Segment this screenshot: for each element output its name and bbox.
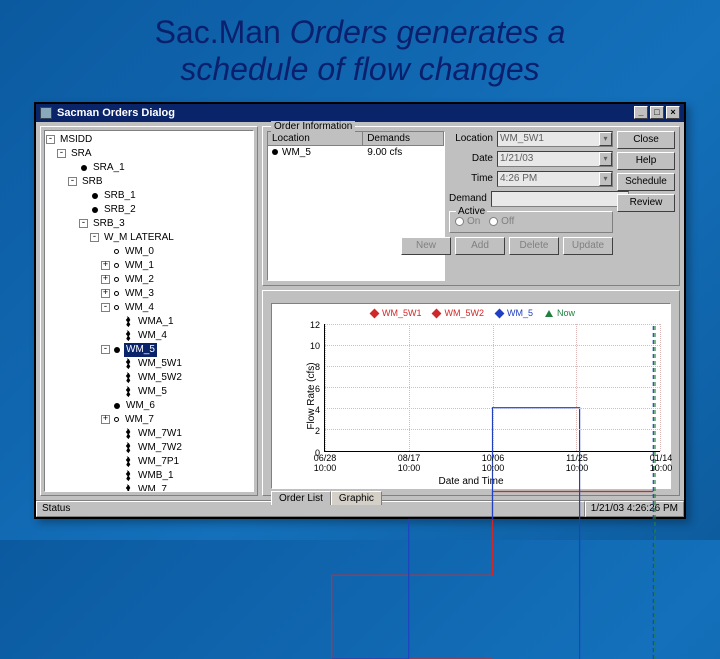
order-info-label: Order Information (271, 121, 355, 132)
expand-toggle[interactable]: - (101, 303, 110, 312)
turnout-icon (124, 316, 133, 327)
order-form: Location WM_5W1▾ Date 1/21/03▾ Time 4:26… (449, 131, 613, 281)
location-tree[interactable]: -MSIDD-SRASRA_1-SRBSRB_1SRB_2-SRB_3-W_M … (44, 130, 254, 492)
add-button[interactable]: Add (455, 237, 505, 255)
turnout-icon (124, 428, 133, 439)
turnout-icon (124, 470, 133, 481)
date-select[interactable]: 1/21/03▾ (497, 151, 613, 167)
flow-chart: WM_5W1WM_5W2WM_5Now Flow Rate (cfs) Date… (271, 303, 671, 489)
tree-node[interactable]: SRA (69, 147, 94, 161)
turnout-icon (124, 358, 133, 369)
radio-on[interactable]: On (455, 216, 480, 227)
node-dot-icon (81, 165, 87, 171)
expand-toggle[interactable]: - (68, 177, 77, 186)
node-dot-icon (114, 249, 119, 254)
turnout-icon (124, 484, 133, 492)
expand-toggle[interactable]: - (101, 345, 110, 354)
row-dot-icon (272, 149, 278, 155)
node-dot-icon (114, 417, 119, 422)
new-button[interactable]: New (401, 237, 451, 255)
expand-toggle[interactable]: - (90, 233, 99, 242)
tree-node[interactable]: SRB_2 (102, 203, 138, 217)
chart-legend: WM_5W1WM_5W2WM_5Now (272, 308, 670, 318)
delete-button[interactable]: Delete (509, 237, 559, 255)
active-group: Active On Off (449, 211, 613, 233)
turnout-icon (124, 442, 133, 453)
tree-node[interactable]: SRB_3 (91, 217, 127, 231)
window-title: Sacman Orders Dialog (57, 107, 175, 119)
tree-node[interactable]: WMB_1 (136, 469, 176, 483)
titlebar[interactable]: Sacman Orders Dialog _ □ × (36, 104, 684, 122)
app-window: Sacman Orders Dialog _ □ × -MSIDD-SRASRA… (34, 102, 686, 519)
tree-node[interactable]: WM_6 (124, 399, 157, 413)
expand-toggle[interactable]: - (79, 219, 88, 228)
col-demands[interactable]: Demands (363, 132, 444, 145)
slide-title: Sac.Man Orders generates a schedule of f… (0, 0, 720, 98)
minimize-button[interactable]: _ (634, 106, 648, 119)
review-button[interactable]: Review (617, 194, 675, 212)
turnout-icon (124, 386, 133, 397)
plot-area (324, 324, 660, 452)
order-list[interactable]: Location Demands WM_5 9.00 cfs (267, 131, 445, 281)
tree-node[interactable]: SRB (80, 175, 105, 189)
node-dot-icon (114, 291, 119, 296)
location-select[interactable]: WM_5W1▾ (497, 131, 613, 147)
order-info-panel: Order Information Location Demands WM_5 … (262, 126, 680, 286)
help-button[interactable]: Help (617, 152, 675, 170)
tab-order-list[interactable]: Order List (271, 491, 331, 505)
tree-node[interactable]: WM_7 (136, 483, 169, 492)
expand-toggle[interactable]: + (101, 261, 110, 270)
chevron-down-icon: ▾ (599, 132, 612, 146)
turnout-icon (124, 456, 133, 467)
chevron-down-icon: ▾ (599, 172, 612, 186)
tree-node[interactable]: WM_4 (123, 301, 156, 315)
tree-node[interactable]: WM_7 (123, 413, 156, 427)
node-dot-icon (114, 305, 119, 310)
tree-node[interactable]: WM_5W2 (136, 371, 184, 385)
tree-node[interactable]: WM_7W2 (136, 441, 184, 455)
tree-node[interactable]: WM_3 (123, 287, 156, 301)
tree-node[interactable]: SRB_1 (102, 189, 138, 203)
app-icon (40, 107, 52, 119)
chart-panel: WM_5W1WM_5W2WM_5Now Flow Rate (cfs) Date… (262, 290, 680, 496)
node-dot-icon (114, 277, 119, 282)
turnout-icon (124, 372, 133, 383)
tree-node[interactable]: WM_5 (136, 385, 169, 399)
node-dot-icon (114, 403, 120, 409)
tree-panel: -MSIDD-SRASRA_1-SRBSRB_1SRB_2-SRB_3-W_M … (40, 126, 258, 496)
maximize-button[interactable]: □ (650, 106, 664, 119)
col-location[interactable]: Location (268, 132, 363, 145)
order-row[interactable]: WM_5 9.00 cfs (268, 146, 444, 159)
expand-toggle[interactable]: + (101, 289, 110, 298)
node-dot-icon (114, 263, 119, 268)
tree-node[interactable]: WM_5 (124, 343, 157, 357)
tree-node[interactable]: W_M LATERAL (102, 231, 176, 245)
tree-node[interactable]: WM_1 (123, 259, 156, 273)
tree-node[interactable]: WM_5W1 (136, 357, 184, 371)
tree-node[interactable]: WMA_1 (136, 315, 176, 329)
update-button[interactable]: Update (563, 237, 613, 255)
expand-toggle[interactable]: - (57, 149, 66, 158)
node-dot-icon (92, 207, 98, 213)
node-dot-icon (114, 347, 120, 353)
expand-toggle[interactable]: + (101, 415, 110, 424)
tree-node[interactable]: WM_2 (123, 273, 156, 287)
radio-off[interactable]: Off (489, 216, 514, 227)
time-select[interactable]: 4:26 PM▾ (497, 171, 613, 187)
tree-node[interactable]: WM_7W1 (136, 427, 184, 441)
node-dot-icon (92, 193, 98, 199)
expand-toggle[interactable]: - (46, 135, 55, 144)
tree-node[interactable]: WM_0 (123, 245, 156, 259)
demand-input[interactable] (491, 191, 629, 207)
turnout-icon (124, 330, 133, 341)
tree-node[interactable]: WM_7P1 (136, 455, 181, 469)
expand-toggle[interactable]: + (101, 275, 110, 284)
tree-node[interactable]: SRA_1 (91, 161, 127, 175)
close-window-button[interactable]: × (666, 106, 680, 119)
schedule-button[interactable]: Schedule (617, 173, 675, 191)
tree-node[interactable]: MSIDD (58, 133, 94, 147)
close-button[interactable]: Close (617, 131, 675, 149)
tree-node[interactable]: WM_4 (136, 329, 169, 343)
chevron-down-icon: ▾ (599, 152, 612, 166)
